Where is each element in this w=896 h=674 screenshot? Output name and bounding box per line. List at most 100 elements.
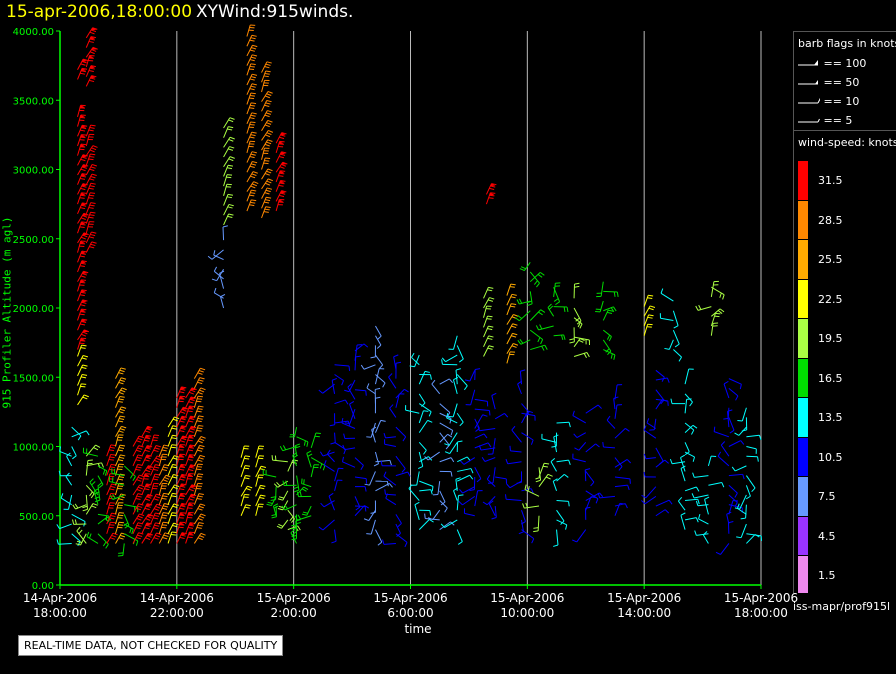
wind-barb-shaft [702,534,709,544]
wind-barb-shaft [115,396,121,408]
wind-barb-shaft [294,445,298,457]
wind-barb [672,329,680,348]
wind-barb-shaft [538,473,549,487]
wind-barb-feather [245,487,251,491]
wind-barb [439,403,451,418]
wind-barb [77,383,87,396]
wind-barb-shaft [167,464,174,476]
x-tick-label-date: 15-Apr-2006 [257,591,331,605]
wind-barb-feather [537,274,543,278]
wind-barb [176,406,189,418]
wind-barb-feather [153,537,159,540]
wind-barb-feather [542,465,549,468]
wind-barb-feather [389,460,392,466]
wind-barb-shaft [389,407,397,418]
wind-barb [691,493,709,499]
wind-barb-feather [117,400,123,403]
wind-barb-shaft [492,438,496,455]
wind-barb-feather [121,406,127,409]
wind-barb [584,468,591,482]
wind-barb [246,92,256,105]
wind-barb-shaft [77,383,82,396]
wind-barb-shaft [85,164,93,176]
wind-barb [745,475,756,493]
wind-barb-pennant [82,232,89,236]
wind-barb-feather [470,468,474,474]
wind-barb-feather [124,524,130,529]
wind-barb-shaft [65,476,73,486]
wind-barb-shaft [510,450,522,453]
wind-barb-shaft [464,512,475,517]
wind-barb [698,513,709,525]
wind-barb-feather [197,475,203,478]
wind-barb-feather [89,168,95,172]
wind-barb-feather [190,486,196,490]
wind-barb-shaft [261,206,267,219]
wind-barb-shaft [455,479,458,491]
wind-barb [261,178,273,190]
wind-barb-shaft [150,473,156,486]
wind-barb [261,110,273,122]
wind-barb [602,309,614,321]
wind-barb-feather [264,95,270,99]
wind-barb-feather [189,495,196,499]
wind-barb-feather [120,367,126,370]
wind-barb-feather [198,473,204,475]
wind-barb-feather [153,517,159,520]
wind-barb-feather [94,496,100,499]
wind-barb [270,486,277,501]
wind-barb [193,473,204,486]
wind-barb [483,335,494,347]
wind-barb-feather [244,455,251,458]
wind-barb [141,465,154,476]
wind-barb-feather [341,380,344,386]
wind-barb-pennant [80,251,86,254]
wind-barb [680,454,686,472]
wind-barb-shaft [720,543,730,555]
wind-barb-shaft [599,495,616,499]
wind-barb-shaft [306,453,312,468]
wind-barb [97,475,104,489]
speed-legend-label: 7.5 [818,490,836,503]
wind-barb-feather [118,537,124,540]
wind-barb-shaft [193,473,199,486]
wind-barb-feather [153,498,159,501]
wind-barb-shaft [77,240,82,253]
wind-barb [516,298,531,305]
wind-barb-feather [547,473,553,477]
wind-barb [176,521,186,534]
wind-barb-feather [547,303,552,308]
wind-barb-shaft [240,485,248,497]
wind-barb-feather [180,534,186,537]
wind-barb-shaft [132,464,139,476]
wind-barb-feather [145,518,151,521]
wind-barb-feather [110,454,116,456]
wind-barb-shaft [474,433,485,439]
wind-barb [717,451,730,467]
wind-barb [132,484,145,496]
wind-barb-feather [91,481,96,486]
wind-barb-feather [82,154,88,157]
wind-barb-feather [200,532,206,536]
wind-barb-feather [56,524,60,529]
wind-barb [82,447,99,457]
wind-barb [680,512,686,530]
wind-barb [111,468,125,477]
wind-barb-shaft [106,493,112,505]
wind-barb [680,465,686,482]
wind-barb-shaft [710,281,715,298]
wind-barb-shaft [59,450,72,457]
wind-barb-shaft [193,406,200,418]
wind-barb-shaft [614,503,626,507]
wind-barb-shaft [282,446,297,452]
wind-barb-shaft [261,197,267,209]
wind-barb-feather [396,533,401,537]
wind-barb-feather [370,511,376,514]
wind-barb-feather [81,156,87,159]
wind-barb-feather [510,283,516,286]
wind-barb-feather [145,469,151,473]
wind-barb-shaft [223,194,229,206]
wind-barb [255,474,264,487]
wind-barb-shaft [85,47,94,58]
wind-barb-feather [281,151,287,154]
